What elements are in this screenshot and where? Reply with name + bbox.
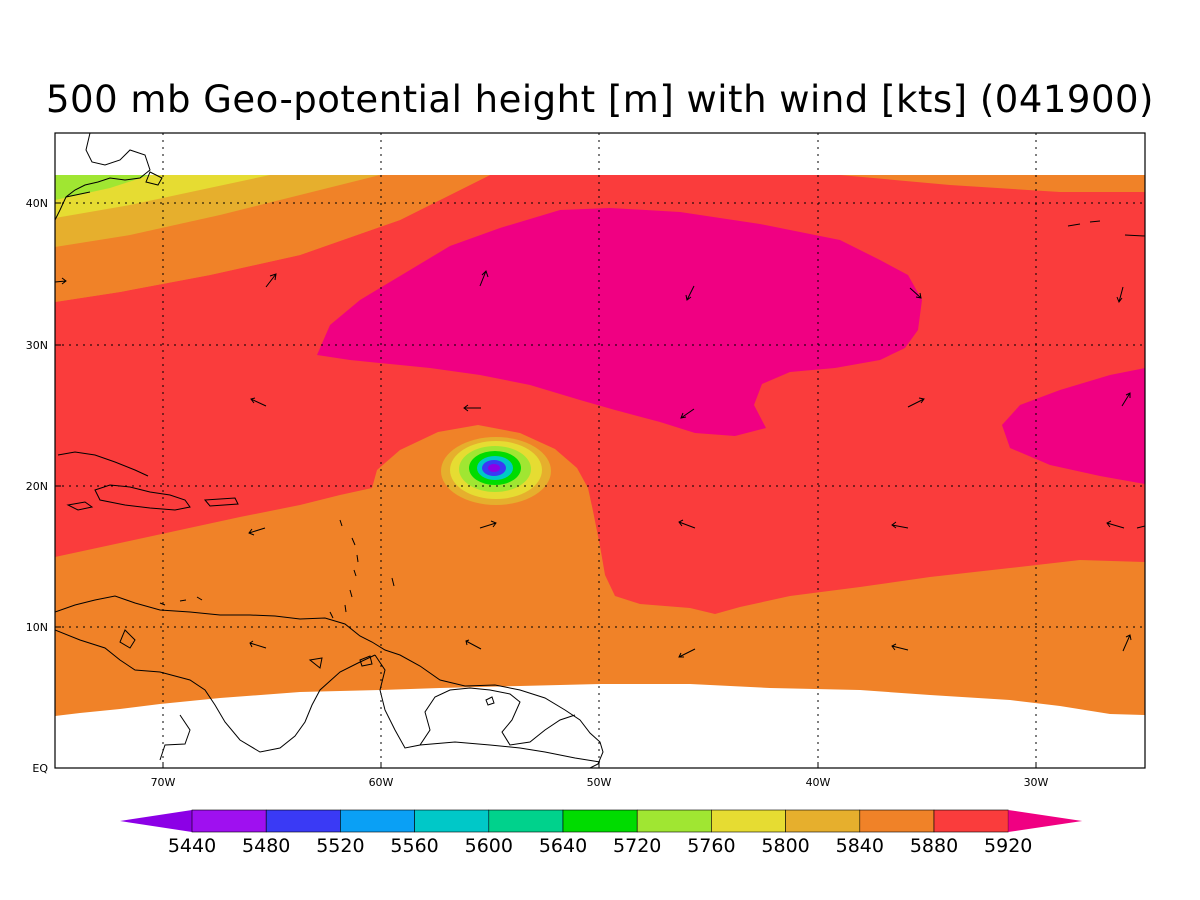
colorbar-max-triangle — [1008, 810, 1083, 832]
contour-high-center — [317, 208, 922, 436]
colorbar-swatch — [488, 809, 564, 833]
wind-arrow — [465, 639, 482, 650]
wind-arrow — [1136, 525, 1146, 529]
coast-cuba — [57, 451, 149, 477]
wind-arrow — [1116, 286, 1124, 304]
colorbar-label: 5840 — [836, 835, 884, 857]
colorbar-label: 5880 — [910, 835, 958, 857]
plot-frame — [54, 132, 1146, 769]
coast-south-america-interior — [55, 629, 601, 763]
wind-arrow — [463, 404, 481, 412]
coast-nova-scotia — [145, 171, 163, 186]
colorbar-swatch — [265, 809, 341, 833]
coast-trinidad — [359, 655, 373, 667]
colorbar-label: 5560 — [390, 835, 438, 857]
axis-ticks — [55, 202, 1037, 768]
coast-jamaica — [66, 501, 94, 511]
colorbar-swatch — [562, 809, 638, 833]
colorbar-swatch — [933, 809, 1009, 833]
coast-hispaniola — [94, 484, 191, 511]
wind-arrow — [54, 277, 67, 285]
wind-arrow — [891, 643, 909, 651]
wind-arrow — [907, 397, 925, 408]
colorbar-swatch — [340, 809, 415, 833]
wind-arrow — [1122, 634, 1132, 652]
wind-arrow — [1121, 392, 1131, 407]
wind-vectors — [54, 270, 1146, 658]
longitude-labels: 70W 60W 50W 40W 30W — [151, 776, 1049, 789]
coast-south-america — [55, 595, 604, 768]
coast-puerto-rico — [203, 497, 239, 507]
colorbar-swatch — [191, 809, 267, 833]
lon-label: 30W — [1024, 776, 1049, 789]
lon-label: 60W — [369, 776, 394, 789]
lon-label: 40W — [806, 776, 831, 789]
latitude-labels: 40N 30N 20N 10N EQ — [26, 197, 49, 775]
grid — [55, 133, 1145, 768]
colorbar-label: 5800 — [761, 835, 809, 857]
lat-label: EQ — [32, 762, 48, 775]
colorbar-swatch — [414, 809, 490, 833]
wind-arrow — [479, 520, 497, 529]
colorbar-label: 5920 — [984, 835, 1032, 857]
coast-north-america — [55, 133, 151, 221]
wind-arrow — [685, 285, 695, 301]
colorbar-label: 5520 — [316, 835, 364, 857]
wind-arrow — [265, 273, 277, 288]
wind-arrow — [248, 527, 266, 536]
lat-label: 10N — [26, 621, 48, 634]
height-field — [55, 175, 1145, 716]
contour-nw-lightgreen — [55, 175, 150, 200]
wind-arrow — [250, 397, 267, 407]
lat-label: 30N — [26, 339, 48, 352]
coast-long-island — [65, 191, 91, 198]
colorbar-swatch — [636, 809, 712, 833]
wind-arrow — [891, 521, 909, 529]
colorbar-label: 5600 — [465, 835, 513, 857]
contour-high-east — [1002, 368, 1145, 484]
wind-arrow — [678, 519, 696, 529]
colorbar-label: 5480 — [242, 835, 290, 857]
colorbar-min-triangle — [120, 810, 192, 832]
wind-arrow — [1106, 520, 1125, 529]
colorbar-label: 5760 — [687, 835, 735, 857]
wind-arrow — [909, 287, 922, 299]
colorbar: 5440 5480 5520 5560 5600 5640 5720 5760 5800 5840… — [120, 809, 1083, 857]
coast-azores — [1067, 220, 1145, 237]
wind-arrow — [249, 640, 267, 649]
colorbar-label: 5640 — [539, 835, 587, 857]
colorbar-swatch — [785, 809, 861, 833]
low-pressure-center — [441, 437, 551, 505]
colorbar-label: 5720 — [613, 835, 661, 857]
wind-arrow — [479, 270, 489, 287]
colorbar-label: 5440 — [168, 835, 216, 857]
wind-arrow — [680, 408, 695, 419]
lon-label: 50W — [587, 776, 612, 789]
coast-lesser-antilles — [329, 519, 395, 619]
colorbar-swatch — [859, 809, 935, 833]
lat-label: 40N — [26, 197, 48, 210]
lat-label: 20N — [26, 480, 48, 493]
map-title: 500 mb Geo-potential height [m] with win… — [46, 78, 1154, 121]
wind-arrow — [678, 648, 696, 658]
colorbar-swatch — [711, 809, 786, 833]
lon-label: 70W — [151, 776, 176, 789]
